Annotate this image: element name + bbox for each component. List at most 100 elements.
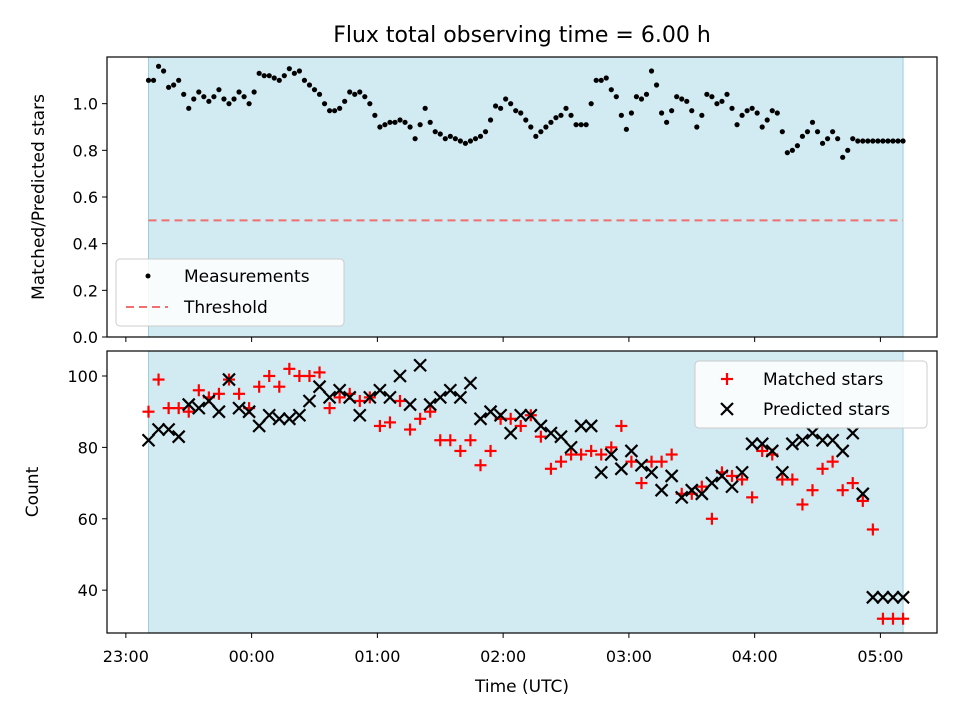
measurement-point bbox=[643, 91, 650, 97]
y-tick-label: 0.0 bbox=[73, 328, 98, 347]
predicted-star-point bbox=[222, 372, 236, 387]
bottom-x-ticks: 23:00 00:00 01:00 02:00 03:00 04:00 05:00 bbox=[103, 633, 903, 666]
predicted-star-point bbox=[856, 487, 870, 501]
measurement-point bbox=[633, 94, 640, 100]
measurement-point bbox=[447, 133, 453, 139]
measurement-point bbox=[266, 73, 272, 79]
x-tick-label: 04:00 bbox=[732, 647, 778, 666]
matched-star-point bbox=[454, 444, 467, 457]
top-y-ticks: 0.0 0.2 0.4 0.6 0.8 1.0 bbox=[73, 95, 107, 347]
measurement-point bbox=[422, 105, 428, 111]
y-tick-label: 0.8 bbox=[73, 141, 98, 160]
measurement-point bbox=[191, 96, 197, 102]
matched-star-point bbox=[323, 402, 336, 415]
chart-title: Flux total observing time = 6.00 h bbox=[333, 23, 711, 48]
measurement-point bbox=[890, 138, 896, 144]
measurement-point bbox=[759, 124, 765, 130]
measurement-point bbox=[674, 94, 680, 100]
measurement-point bbox=[462, 140, 469, 146]
matched-star-point bbox=[172, 402, 185, 415]
matched-star-point bbox=[212, 387, 225, 400]
measurement-point bbox=[377, 124, 383, 130]
predicted-star-point bbox=[725, 479, 739, 494]
measurement-point bbox=[412, 136, 418, 142]
matched-star-point bbox=[444, 434, 457, 447]
measurement-point bbox=[432, 129, 438, 135]
top-legend-box bbox=[115, 258, 345, 327]
measurement-point bbox=[608, 87, 614, 93]
predicted-star-point bbox=[775, 465, 790, 480]
predicted-star-point bbox=[735, 465, 749, 480]
measurement-point bbox=[352, 91, 358, 97]
predicted-star-point bbox=[584, 419, 598, 433]
predicted-star-point bbox=[664, 469, 679, 483]
matched-star-point bbox=[474, 459, 487, 472]
x-axis-label: Time (UTC) bbox=[474, 677, 569, 697]
measurement-point bbox=[774, 110, 780, 116]
measurement-point bbox=[613, 94, 619, 100]
measurement-point bbox=[150, 77, 157, 83]
measurement-point bbox=[744, 108, 750, 114]
measurement-point bbox=[865, 138, 871, 144]
measurement-point bbox=[553, 115, 559, 121]
measurement-point bbox=[176, 77, 182, 83]
measurement-point bbox=[593, 77, 599, 83]
matched-star-point bbox=[273, 380, 286, 393]
measurement-point bbox=[246, 101, 252, 107]
measurement-point bbox=[286, 66, 292, 72]
predicted-star-point bbox=[715, 469, 729, 483]
predicted-star-point bbox=[896, 590, 910, 605]
measurement-point bbox=[794, 143, 801, 149]
measurement-point bbox=[321, 101, 328, 107]
measurement-point bbox=[186, 105, 192, 111]
measurement-point bbox=[342, 98, 348, 104]
measurement-point bbox=[669, 108, 675, 114]
bottom-legend: Matched stars Predicted stars bbox=[694, 360, 928, 429]
y-tick-label: 0.6 bbox=[73, 188, 98, 207]
matched-star-point bbox=[886, 612, 899, 625]
measurement-point bbox=[281, 73, 287, 79]
matched-star-point bbox=[605, 441, 618, 454]
predicted-star-point bbox=[845, 426, 860, 440]
measurement-point bbox=[548, 119, 554, 125]
top-x-ticks bbox=[125, 337, 881, 342]
predicted-star-point bbox=[745, 437, 759, 451]
measurement-point bbox=[382, 122, 388, 128]
measurement-point bbox=[221, 96, 227, 102]
legend-matched-label: Matched stars bbox=[763, 370, 883, 390]
top-legend: Measurements Threshold bbox=[115, 258, 345, 327]
measurement-point bbox=[809, 119, 816, 125]
measurement-point bbox=[347, 89, 353, 95]
predicted-star-point bbox=[483, 404, 498, 419]
measurement-point bbox=[326, 108, 333, 114]
matched-star-point bbox=[826, 455, 839, 468]
predicted-star-point bbox=[564, 440, 578, 455]
measurement-point bbox=[397, 117, 403, 123]
matched-star-point bbox=[897, 612, 910, 625]
matched-star-point bbox=[736, 473, 749, 486]
x-tick-label: 01:00 bbox=[354, 647, 400, 666]
matched-star-point bbox=[253, 380, 266, 393]
measurement-point bbox=[558, 112, 564, 118]
measurement-point bbox=[442, 136, 448, 142]
matched-star-point bbox=[414, 412, 427, 425]
measurement-point bbox=[543, 124, 549, 130]
measurement-point bbox=[533, 133, 539, 139]
legend-predicted-marker bbox=[720, 402, 734, 416]
measurement-point bbox=[598, 77, 604, 83]
measurement-point bbox=[145, 77, 152, 83]
matched-stars-series bbox=[142, 362, 910, 625]
predicted-star-point bbox=[493, 408, 508, 423]
y-tick-label: 1.0 bbox=[73, 95, 98, 114]
predicted-star-point bbox=[755, 437, 769, 451]
matched-star-point bbox=[394, 394, 407, 407]
measurement-point bbox=[618, 112, 624, 118]
measurement-point bbox=[628, 110, 635, 116]
predicted-star-point bbox=[332, 383, 347, 398]
matched-star-point bbox=[695, 480, 708, 493]
predicted-star-point bbox=[805, 426, 820, 440]
bottom-y-ticks: 40 60 80 100 bbox=[67, 367, 107, 600]
measurement-point bbox=[714, 101, 720, 107]
x-tick-label: 23:00 bbox=[103, 647, 149, 666]
predicted-star-point bbox=[363, 390, 377, 405]
